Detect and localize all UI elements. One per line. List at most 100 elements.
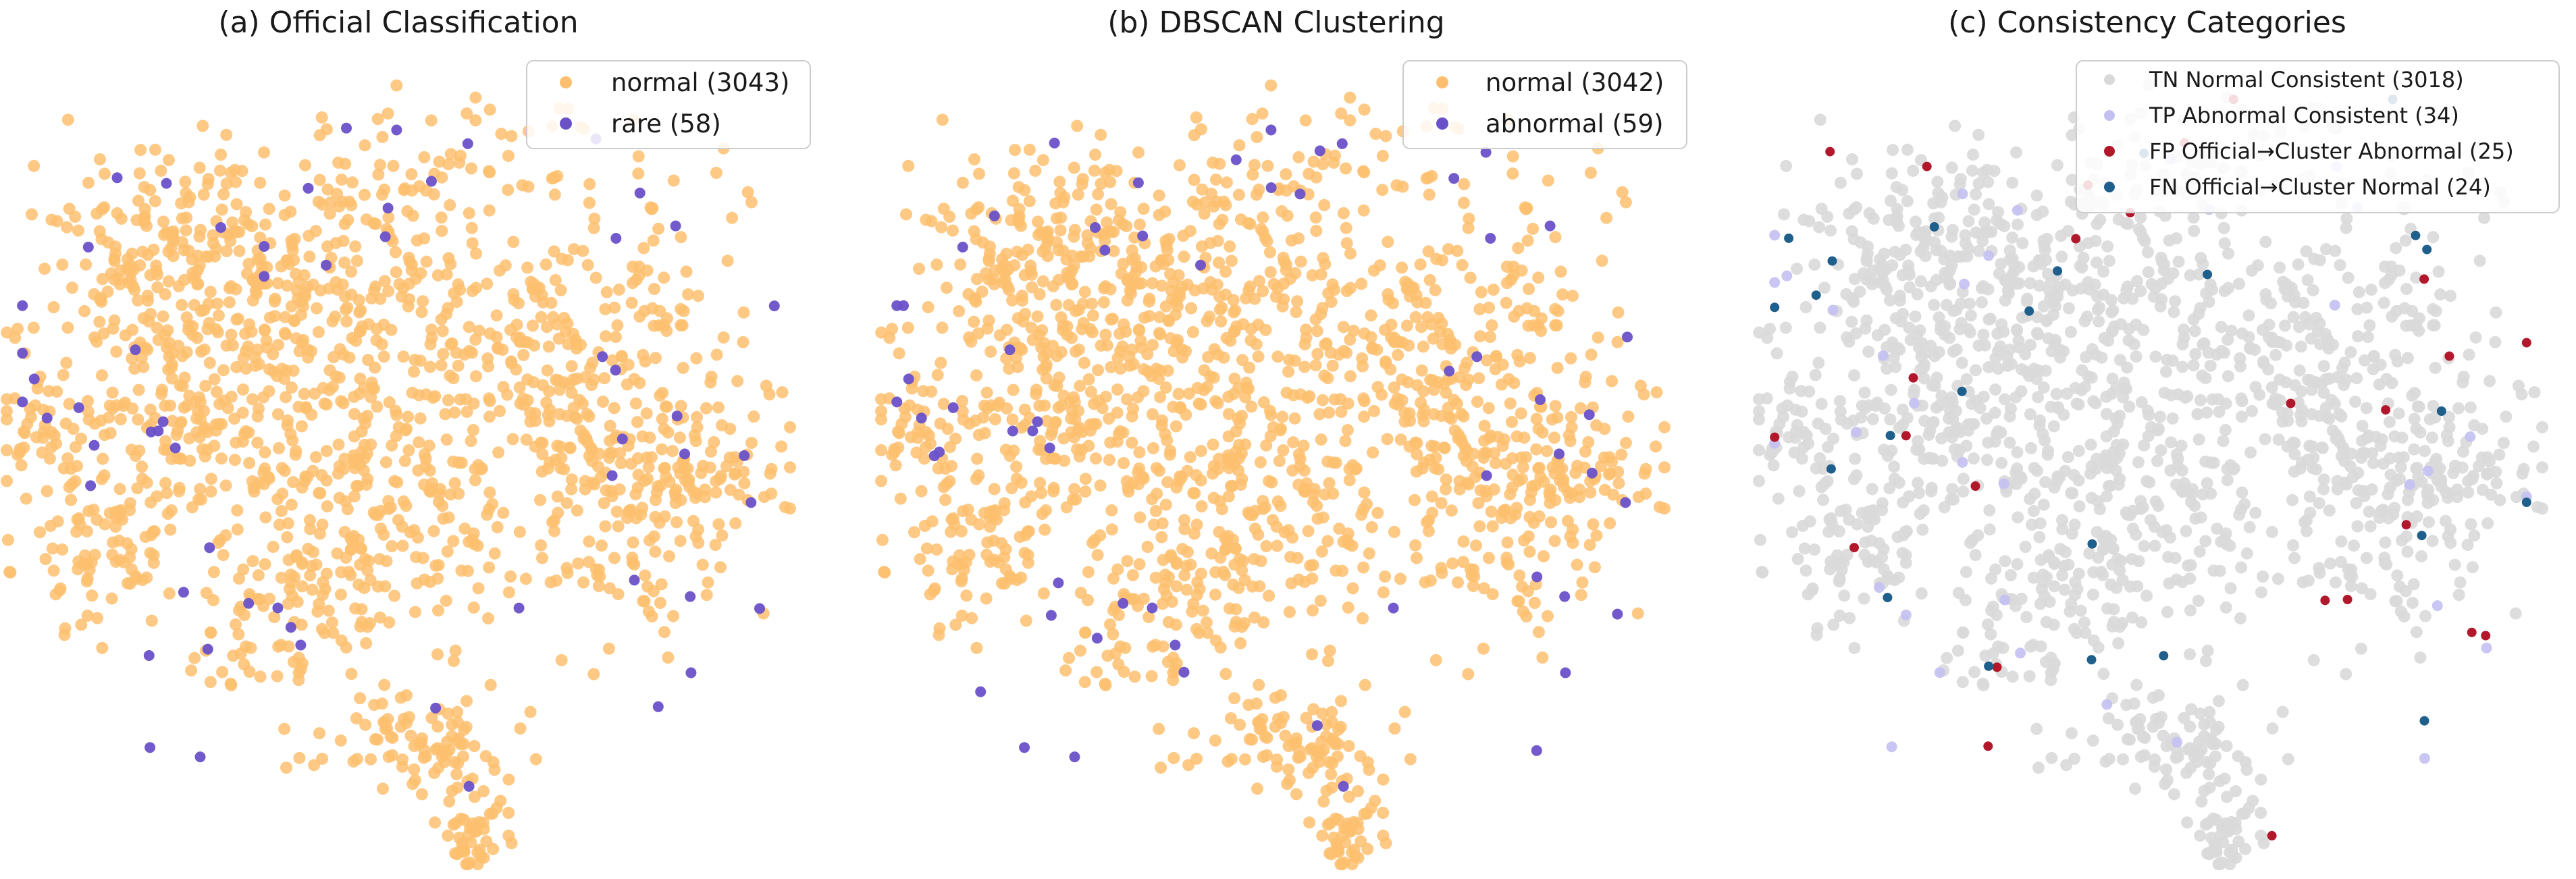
data-point-normal bbox=[285, 498, 298, 511]
data-point-normal bbox=[1068, 161, 1080, 174]
data-point-normal bbox=[599, 303, 612, 315]
data-point-normal bbox=[1245, 400, 1258, 413]
data-point-normal bbox=[554, 284, 567, 296]
data-point-tn bbox=[1896, 184, 1909, 196]
data-point-tn bbox=[1786, 371, 1799, 383]
data-point-normal bbox=[1124, 284, 1136, 297]
data-point-normal bbox=[124, 273, 137, 286]
data-point-normal bbox=[382, 285, 395, 298]
data-point-normal bbox=[1099, 234, 1111, 247]
data-point-normal bbox=[970, 369, 982, 381]
data-point-normal bbox=[155, 383, 168, 396]
data-point-normal bbox=[1438, 442, 1450, 454]
data-point-tn bbox=[1859, 322, 1872, 335]
data-point-normal bbox=[392, 514, 404, 527]
data-point-tn bbox=[2408, 412, 2421, 425]
data-point-normal bbox=[1106, 313, 1119, 325]
data-point-normal bbox=[1105, 523, 1118, 536]
legend-marker-rare bbox=[560, 117, 572, 130]
data-point-tn bbox=[2351, 520, 2364, 533]
data-point-normal bbox=[312, 325, 325, 338]
data-point-tn bbox=[2192, 308, 2205, 320]
data-point-tn bbox=[2468, 419, 2481, 431]
data-point-normal bbox=[75, 432, 87, 445]
data-point-normal bbox=[1616, 186, 1629, 198]
data-point-normal bbox=[1155, 254, 1167, 267]
data-point-tn bbox=[2003, 410, 2016, 423]
data-point-normal bbox=[588, 212, 601, 225]
data-point-normal bbox=[142, 248, 154, 261]
data-point-normal bbox=[1549, 400, 1562, 412]
data-point-tn bbox=[2107, 542, 2120, 555]
data-point-normal bbox=[1203, 311, 1216, 323]
data-point-normal bbox=[280, 254, 293, 267]
data-point-normal bbox=[1157, 554, 1169, 566]
data-point-normal bbox=[281, 531, 294, 543]
data-point-normal bbox=[95, 473, 108, 485]
data-point-normal bbox=[1232, 188, 1245, 201]
data-point-tn bbox=[2340, 668, 2352, 681]
data-point-normal bbox=[555, 654, 568, 666]
data-point-normal bbox=[1092, 188, 1105, 201]
data-point-normal bbox=[747, 410, 760, 423]
data-point-normal bbox=[147, 549, 160, 562]
data-point-tn bbox=[1881, 450, 1894, 462]
data-point-tn bbox=[2089, 234, 2102, 247]
data-point-tn bbox=[2212, 858, 2225, 870]
data-point-normal bbox=[439, 408, 452, 421]
data-point-normal bbox=[258, 323, 271, 336]
data-point-normal bbox=[272, 338, 284, 351]
data-point-tn bbox=[2106, 325, 2119, 338]
data-point-tn bbox=[2138, 235, 2151, 248]
data-point-normal bbox=[1463, 212, 1475, 225]
data-point-tn bbox=[2178, 323, 2190, 336]
data-point-normal bbox=[1107, 572, 1120, 585]
data-point-normal bbox=[1161, 476, 1174, 489]
data-point-normal bbox=[88, 288, 101, 300]
data-point-tn bbox=[2219, 397, 2232, 410]
data-point-normal bbox=[1151, 487, 1163, 500]
data-point-normal bbox=[561, 566, 574, 579]
data-point-normal bbox=[925, 215, 938, 228]
data-point-normal bbox=[327, 627, 340, 639]
data-point-tn bbox=[2034, 640, 2047, 653]
data-point-normal bbox=[295, 618, 308, 631]
data-point-normal bbox=[563, 442, 576, 454]
data-point-normal bbox=[1506, 150, 1519, 163]
data-point-normal bbox=[1467, 580, 1479, 593]
data-point-normal bbox=[1170, 556, 1183, 568]
data-point-normal bbox=[1506, 416, 1518, 429]
data-point-normal bbox=[279, 311, 292, 323]
data-point-tn bbox=[2045, 276, 2057, 289]
data-point-normal bbox=[640, 407, 653, 420]
data-point-tn bbox=[1858, 386, 1871, 399]
data-point-tn bbox=[2355, 582, 2368, 595]
data-point-normal bbox=[536, 552, 548, 564]
data-point-normal bbox=[1224, 602, 1236, 615]
data-point-tn bbox=[2212, 720, 2225, 733]
data-point-normal bbox=[455, 456, 468, 469]
data-point-tn bbox=[2425, 431, 2438, 444]
data-point-normal bbox=[490, 309, 503, 322]
data-point-normal bbox=[27, 321, 40, 334]
data-point-normal bbox=[1356, 352, 1369, 365]
data-point-normal bbox=[302, 351, 315, 364]
data-point-tn bbox=[1862, 345, 1875, 358]
data-point-normal bbox=[402, 251, 415, 264]
data-point-normal bbox=[1318, 198, 1331, 211]
data-point-normal bbox=[348, 408, 361, 421]
data-point-tn bbox=[2054, 351, 2067, 364]
data-point-tn bbox=[2079, 627, 2092, 639]
data-point-tn bbox=[2023, 670, 2036, 683]
data-point-abnormal bbox=[1544, 220, 1556, 232]
data-point-normal bbox=[151, 281, 164, 294]
data-point-normal bbox=[560, 410, 573, 423]
data-point-tn bbox=[2160, 365, 2172, 378]
data-point-normal bbox=[1422, 245, 1435, 258]
data-point-tn bbox=[2001, 359, 2014, 372]
data-point-normal bbox=[1490, 350, 1502, 363]
data-point-tn bbox=[2143, 476, 2156, 489]
data-point-normal bbox=[263, 385, 275, 398]
data-point-tn bbox=[1910, 215, 1922, 228]
data-point-tn bbox=[2169, 295, 2182, 308]
